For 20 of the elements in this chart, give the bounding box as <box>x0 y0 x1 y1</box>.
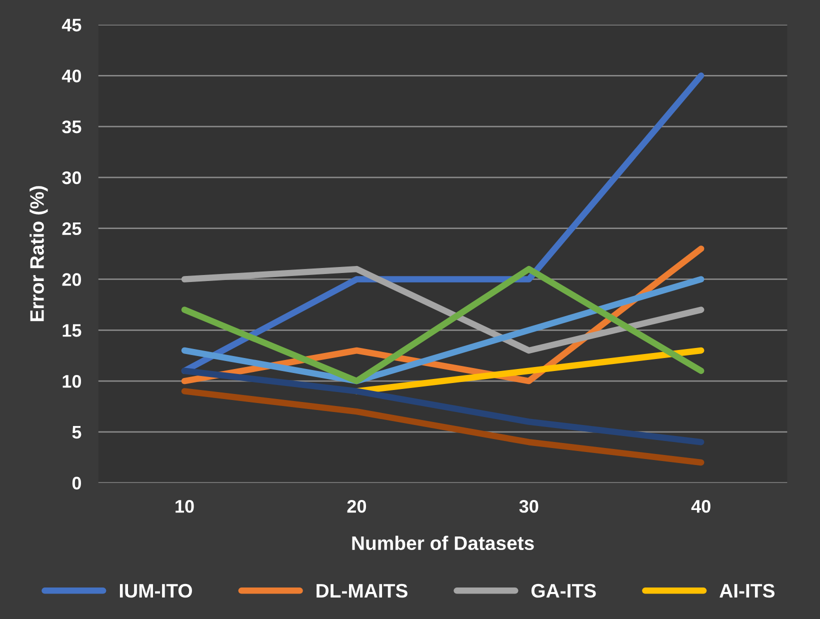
y-axis-title: Error Ratio (%) <box>30 186 48 322</box>
y-tick-label: 10 <box>62 374 81 388</box>
legend-label: DL-MAITS <box>316 584 408 598</box>
legend-label: IUM-ITO <box>120 584 192 598</box>
y-tick-label: 20 <box>62 273 81 286</box>
y-tick-label: 0 <box>72 476 81 490</box>
y-tick-label: 35 <box>62 120 82 134</box>
x-tick-label: 20 <box>347 500 366 513</box>
x-axis-title: Number of Datasets <box>352 536 534 550</box>
y-tick-label: 45 <box>62 18 82 32</box>
legend-label: AI-ITS <box>720 584 774 598</box>
y-tick-label: 15 <box>62 324 82 337</box>
y-tick-label: 30 <box>62 171 81 184</box>
y-tick-label: 40 <box>62 70 81 82</box>
x-tick-label: 30 <box>519 500 538 513</box>
y-tick-label: 25 <box>62 222 82 236</box>
legend-label: GA-ITS <box>531 584 596 598</box>
x-tick-label: 10 <box>176 500 194 513</box>
y-tick-label: 5 <box>72 426 82 439</box>
x-tick-label: 40 <box>691 500 710 513</box>
